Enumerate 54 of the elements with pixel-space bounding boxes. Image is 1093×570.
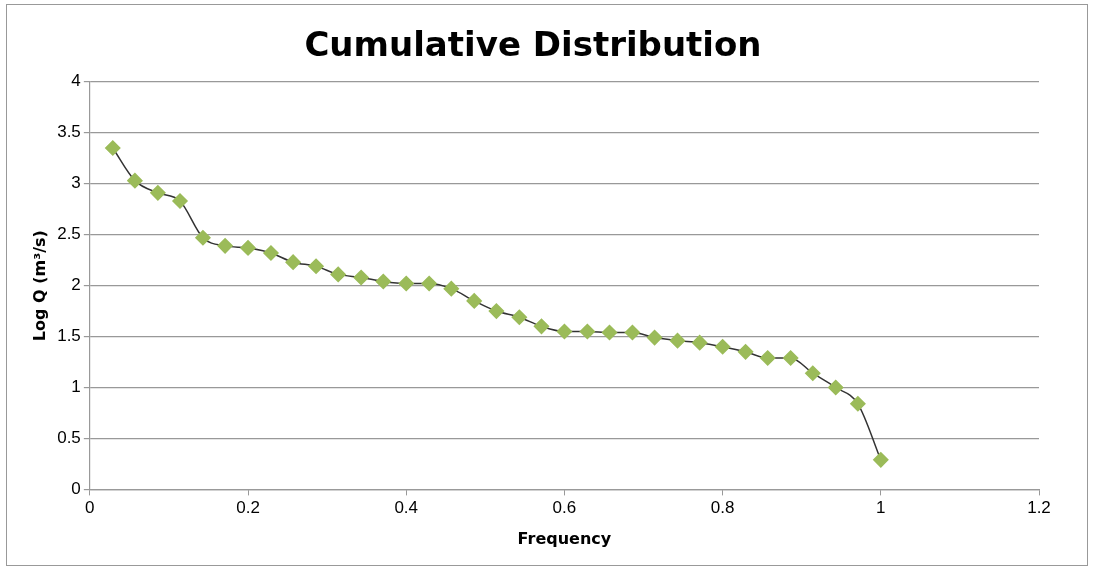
y-tick-label: 3	[71, 173, 81, 193]
point	[195, 229, 211, 246]
point	[669, 332, 686, 349]
y-tick-label: 2.5	[57, 224, 81, 244]
point	[375, 273, 392, 290]
point	[330, 266, 346, 283]
y-tick-label: 3.5	[57, 122, 81, 142]
point	[285, 254, 301, 270]
point	[850, 396, 866, 412]
x-tick-label: 0.8	[710, 498, 735, 518]
point	[150, 185, 166, 201]
y-axis-title: Log Q (m³/s)	[29, 230, 49, 342]
point	[240, 240, 256, 256]
point	[105, 140, 121, 156]
point	[624, 324, 641, 341]
point	[511, 309, 528, 325]
point	[805, 365, 821, 381]
point	[533, 318, 550, 335]
y-tick-label: 1.5	[57, 326, 81, 346]
point	[217, 238, 233, 254]
point	[714, 338, 731, 355]
point	[579, 323, 596, 340]
point	[443, 280, 460, 297]
y-tick-label: 1	[71, 377, 81, 397]
x-axis-title: Frequency	[517, 528, 612, 548]
x-tick-label: 0.2	[236, 498, 260, 518]
y-tick-label: 0.5	[57, 428, 81, 448]
point	[398, 275, 414, 292]
y-tick-label: 4	[71, 71, 81, 91]
point	[172, 193, 188, 209]
x-tick-label: 0.6	[552, 498, 577, 518]
point	[759, 350, 776, 366]
point	[421, 275, 437, 292]
point	[556, 323, 573, 340]
x-tick-label: 1.2	[1027, 498, 1051, 518]
point	[827, 379, 844, 396]
y-tick-label: 2	[71, 275, 81, 295]
point	[263, 245, 279, 261]
point	[873, 452, 889, 468]
point	[782, 350, 799, 366]
point	[353, 269, 369, 286]
x-tick-label: 0.4	[394, 498, 419, 518]
chart-title: Cumulative Distribution	[304, 24, 762, 65]
point	[466, 293, 482, 309]
x-tick-label: 0	[85, 498, 95, 518]
point	[488, 303, 505, 319]
point	[646, 329, 663, 346]
point	[601, 324, 618, 341]
point	[308, 258, 324, 274]
point	[127, 172, 143, 189]
y-tick-label: 0	[71, 479, 81, 499]
x-tick-label: 1	[876, 498, 886, 518]
point	[691, 334, 708, 351]
point	[737, 344, 754, 360]
